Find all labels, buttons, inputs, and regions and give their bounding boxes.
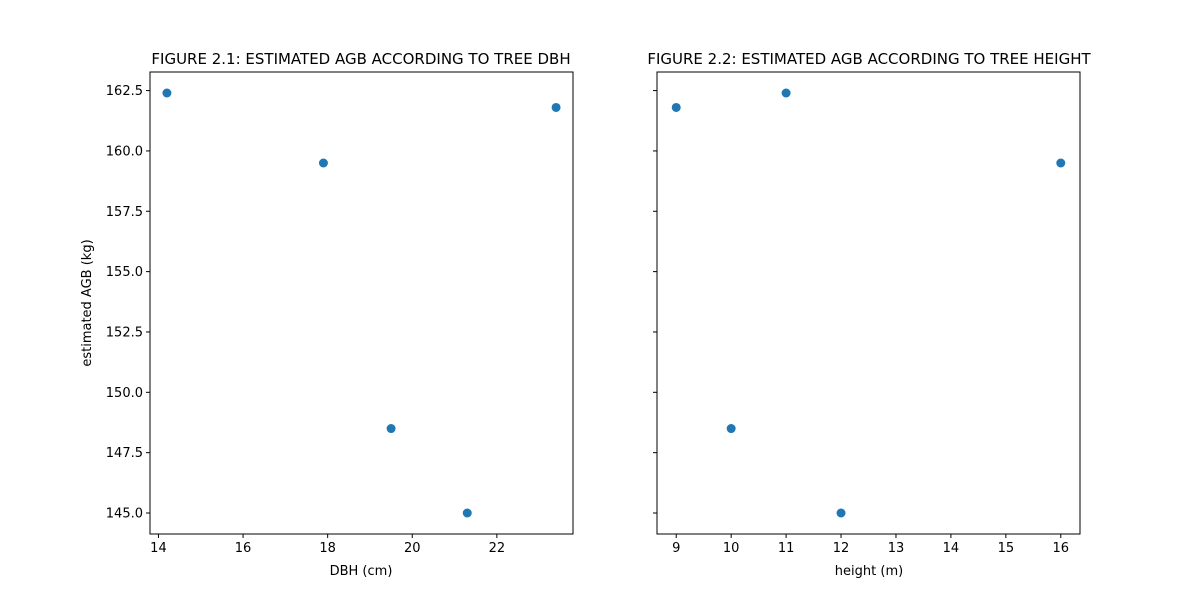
height-data-point xyxy=(1056,158,1066,168)
dbh-y-tick-label: 150.0 xyxy=(106,386,143,401)
height-plot-frame xyxy=(656,71,1081,535)
dbh-x-tick-label: 22 xyxy=(489,541,506,556)
dbh-data-point xyxy=(462,508,472,518)
dbh-plot-frame xyxy=(149,71,574,535)
height-data-point xyxy=(781,88,791,98)
height-x-tick-label: 9 xyxy=(672,541,680,556)
height-data-point xyxy=(671,102,681,112)
dbh-x-tick-label: 20 xyxy=(404,541,421,556)
dbh-y-tick-label: 157.5 xyxy=(106,205,143,220)
height-x-tick-label: 15 xyxy=(998,541,1015,556)
dbh-panel: FIGURE 2.1: ESTIMATED AGB ACCORDING TO T… xyxy=(80,50,574,579)
dbh-y-tick-label: 147.5 xyxy=(106,446,143,461)
dbh-scatter-points xyxy=(162,88,561,518)
dbh-x-tick-label: 18 xyxy=(319,541,336,556)
dbh-data-point xyxy=(162,88,172,98)
dbh-y-tick-label: 145.0 xyxy=(106,507,143,522)
x-axis-label-height: height (m) xyxy=(835,564,903,579)
dbh-data-point xyxy=(318,158,328,168)
height-x-tick-label: 11 xyxy=(778,541,795,556)
dbh-data-point xyxy=(551,102,561,112)
height-data-point xyxy=(726,424,736,434)
x-axis-label-dbh: DBH (cm) xyxy=(330,564,393,579)
dbh-y-tick-label: 155.0 xyxy=(106,265,143,280)
dbh-x-tick-label: 16 xyxy=(235,541,252,556)
height-scatter-points xyxy=(671,88,1066,518)
dbh-y-tick-label: 152.5 xyxy=(106,325,143,340)
height-x-tick-label: 14 xyxy=(943,541,960,556)
dbh-y-tick-label: 160.0 xyxy=(106,144,143,159)
height-x-tick-label: 12 xyxy=(833,541,850,556)
height-axis-ticks: 9 10 11 12 13 14 15 16 xyxy=(653,90,1069,556)
height-x-tick-label: 10 xyxy=(723,541,740,556)
dbh-x-tick-label: 14 xyxy=(150,541,167,556)
dbh-axis-ticks: 14 16 18 20 22 145.0 147.5 150.0 152.5 155.0 157.5… xyxy=(106,84,505,556)
chart-title-height: FIGURE 2.2: ESTIMATED AGB ACCORDING TO T… xyxy=(647,50,1091,68)
chart-title-dbh: FIGURE 2.1: ESTIMATED AGB ACCORDING TO T… xyxy=(151,50,570,68)
height-panel: FIGURE 2.2: ESTIMATED AGB ACCORDING TO T… xyxy=(647,50,1091,579)
height-x-tick-label: 13 xyxy=(888,541,905,556)
height-x-tick-label: 16 xyxy=(1052,541,1069,556)
dbh-y-tick-label: 162.5 xyxy=(106,84,143,99)
y-axis-label-agb: estimated AGB (kg) xyxy=(80,239,95,366)
dbh-data-point xyxy=(386,424,396,434)
height-data-point xyxy=(836,508,846,518)
